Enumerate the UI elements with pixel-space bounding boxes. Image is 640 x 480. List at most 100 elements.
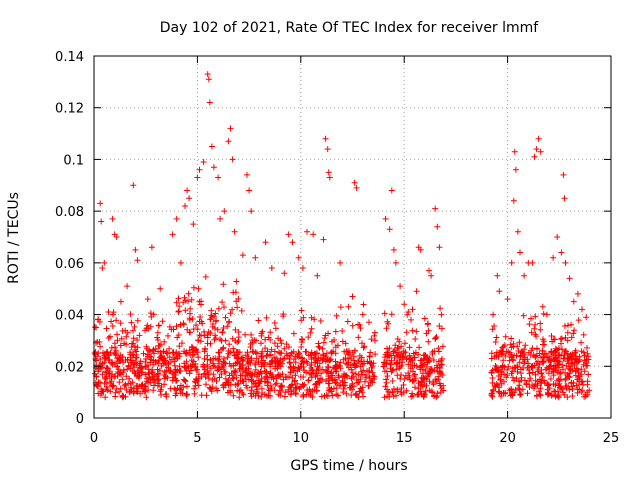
data-point xyxy=(426,378,433,385)
data-point xyxy=(100,388,107,395)
data-point xyxy=(239,252,246,259)
data-point xyxy=(144,296,151,303)
data-point xyxy=(521,359,528,365)
data-point xyxy=(186,370,193,377)
data-point xyxy=(169,231,176,238)
data-point xyxy=(339,338,346,345)
data-point xyxy=(421,375,428,382)
data-point xyxy=(242,331,249,338)
data-point xyxy=(430,379,437,386)
data-point xyxy=(182,364,189,371)
data-point xyxy=(386,394,393,400)
data-point xyxy=(438,325,445,332)
data-point xyxy=(127,388,134,395)
data-point xyxy=(281,270,288,277)
data-point xyxy=(517,391,524,397)
data-point xyxy=(258,340,264,347)
data-point xyxy=(406,344,413,351)
data-point xyxy=(504,366,511,373)
data-point xyxy=(298,307,305,314)
data-point xyxy=(537,326,544,333)
data-point xyxy=(393,392,399,399)
data-point xyxy=(194,174,201,181)
data-point xyxy=(412,336,419,342)
data-point xyxy=(531,325,538,332)
data-point xyxy=(252,360,259,367)
x-tick-label: 10 xyxy=(293,431,310,446)
plot-frame xyxy=(93,55,612,419)
data-point xyxy=(208,386,215,393)
data-point xyxy=(523,381,530,388)
data-point xyxy=(314,372,321,379)
data-point xyxy=(510,340,517,347)
data-point xyxy=(541,377,547,384)
data-point xyxy=(246,359,252,366)
data-point xyxy=(556,351,563,358)
data-point xyxy=(271,320,278,326)
data-point xyxy=(122,357,129,364)
data-point xyxy=(107,333,114,340)
data-point xyxy=(409,327,416,334)
data-point xyxy=(170,374,177,381)
data-point xyxy=(389,367,396,374)
data-point xyxy=(205,76,212,83)
data-point xyxy=(435,373,442,380)
data-point xyxy=(221,208,228,215)
data-point xyxy=(502,353,509,359)
data-point xyxy=(190,346,197,353)
data-point xyxy=(426,368,433,375)
data-point xyxy=(539,347,546,354)
data-point xyxy=(228,370,235,377)
y-tick-label: 0.12 xyxy=(55,102,84,117)
data-point xyxy=(235,334,242,341)
data-point xyxy=(536,361,543,368)
data-point xyxy=(215,174,222,181)
data-point xyxy=(124,366,131,373)
data-point xyxy=(505,363,512,370)
data-point xyxy=(506,357,513,364)
data-point xyxy=(288,382,295,389)
data-point xyxy=(119,376,126,383)
data-point xyxy=(584,378,591,385)
data-point xyxy=(332,350,339,357)
data-point xyxy=(316,379,323,386)
data-point xyxy=(239,362,246,369)
data-point xyxy=(275,335,282,342)
data-point xyxy=(431,348,438,355)
data-point xyxy=(540,353,547,360)
data-point xyxy=(285,231,292,238)
data-point xyxy=(385,352,392,359)
data-point xyxy=(358,368,365,375)
data-point xyxy=(533,333,540,340)
data-point xyxy=(502,333,509,340)
data-point xyxy=(356,322,363,328)
data-point xyxy=(230,289,237,296)
data-point xyxy=(247,370,254,377)
data-point xyxy=(165,332,171,339)
data-point xyxy=(176,343,183,350)
data-point xyxy=(361,360,367,367)
data-point xyxy=(222,314,229,321)
data-point xyxy=(556,345,562,352)
data-point xyxy=(381,310,388,317)
data-point xyxy=(345,303,352,310)
data-point xyxy=(511,364,518,371)
data-point xyxy=(240,378,247,385)
data-point xyxy=(381,368,388,375)
data-point xyxy=(568,380,575,387)
data-point xyxy=(514,343,521,350)
data-point xyxy=(182,203,188,209)
data-point xyxy=(272,325,279,332)
data-point xyxy=(142,359,149,365)
data-point xyxy=(580,361,587,368)
data-point xyxy=(281,393,288,400)
data-point xyxy=(307,362,313,368)
y-tick-label: 0.08 xyxy=(55,205,84,220)
x-tick-label: 15 xyxy=(396,431,413,446)
data-point xyxy=(251,337,258,343)
data-point xyxy=(544,380,551,387)
data-point xyxy=(576,373,583,380)
data-point xyxy=(108,318,115,325)
data-point xyxy=(555,382,562,389)
data-point xyxy=(406,376,413,383)
